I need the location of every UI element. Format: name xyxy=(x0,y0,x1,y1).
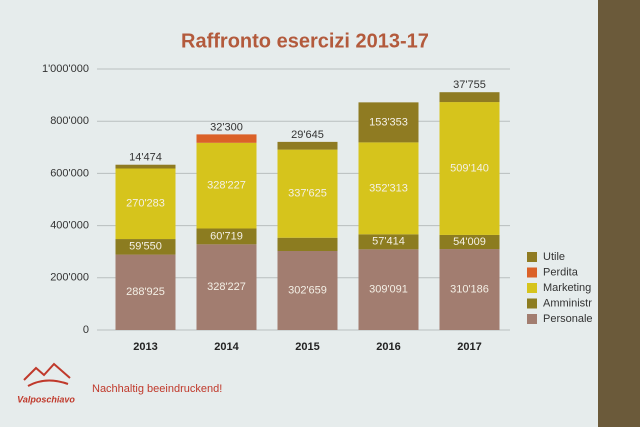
legend-swatch xyxy=(527,267,537,278)
data-label: 302'659 xyxy=(288,284,327,296)
legend-label: Utile xyxy=(543,251,565,263)
bar-segment xyxy=(358,249,419,330)
data-label: 59'550 xyxy=(129,241,162,253)
bar-segment xyxy=(439,249,500,330)
data-label: 509'140 xyxy=(450,162,489,174)
bar-segment xyxy=(115,164,176,169)
y-tick-label: 1'000'000 xyxy=(42,63,89,75)
bar-segment xyxy=(358,234,419,250)
bar-segment xyxy=(277,141,338,150)
chart-title: Raffronto esercizi 2013-17 xyxy=(181,30,429,52)
x-tick-label: 2013 xyxy=(133,341,157,353)
data-label: 309'091 xyxy=(369,284,408,296)
data-label: 37'755 xyxy=(453,79,486,91)
bar-segment xyxy=(277,149,338,238)
legend-label: Personale xyxy=(543,313,593,325)
x-tick-label: 2015 xyxy=(295,341,319,353)
data-label: 32'300 xyxy=(210,121,243,133)
data-label: 153'353 xyxy=(369,116,408,128)
data-label: 57'414 xyxy=(372,236,405,248)
y-tick-label: 800'000 xyxy=(50,115,89,127)
bar-segment xyxy=(439,92,500,103)
data-label: 328'227 xyxy=(207,180,246,192)
data-label: 328'227 xyxy=(207,281,246,293)
x-tick-label: 2016 xyxy=(376,341,400,353)
bar-segment xyxy=(439,234,500,250)
bar-segment xyxy=(358,142,419,235)
bar-segment xyxy=(196,142,257,229)
bar-segment xyxy=(115,254,176,330)
y-tick-label: 600'000 xyxy=(50,167,89,179)
legend-label: Perdita xyxy=(543,266,579,278)
bar-segment xyxy=(439,102,500,235)
data-label: 29'645 xyxy=(291,129,324,141)
legend-swatch xyxy=(527,298,537,309)
data-label: 310'186 xyxy=(450,283,489,295)
data-label: 337'625 xyxy=(288,188,327,200)
bar-segment xyxy=(196,244,257,330)
data-label: 54'009 xyxy=(453,236,486,248)
logo-text: Valposchiavo xyxy=(17,394,75,404)
wall xyxy=(598,0,640,427)
bar-segment xyxy=(277,251,338,330)
y-tick-label: 0 xyxy=(83,324,89,336)
y-tick-label: 400'000 xyxy=(50,220,89,232)
bar-segment xyxy=(115,239,176,255)
legend-swatch xyxy=(527,283,537,293)
data-label: 270'283 xyxy=(126,198,165,210)
data-label: 60'719 xyxy=(210,230,243,242)
data-label: 352'313 xyxy=(369,182,408,194)
bar-segment xyxy=(196,134,257,143)
legend-label: Marketing xyxy=(543,282,591,294)
y-tick-label: 200'000 xyxy=(50,272,89,284)
bar-segment xyxy=(358,102,419,143)
legend-label: Amministr xyxy=(543,297,592,309)
slogan: Nachhaltig beeindruckend! xyxy=(92,383,222,395)
legend-swatch xyxy=(527,252,537,262)
x-tick-label: 2014 xyxy=(214,341,239,353)
logo-mark xyxy=(23,362,71,387)
data-label: 14'474 xyxy=(129,152,162,164)
bar-segment xyxy=(277,237,338,252)
x-tick-label: 2017 xyxy=(457,341,481,353)
bar-segment xyxy=(196,228,257,245)
bar-segment xyxy=(115,168,176,240)
data-label: 288'925 xyxy=(126,286,165,298)
legend-swatch xyxy=(527,314,537,324)
